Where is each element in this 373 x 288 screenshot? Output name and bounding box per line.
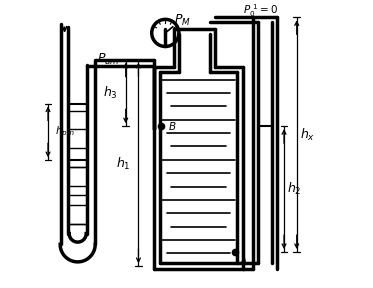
Text: $h_x$: $h_x$ bbox=[300, 127, 315, 143]
Text: $P_{am}$: $P_{am}$ bbox=[97, 52, 120, 67]
Text: $P_M$: $P_M$ bbox=[174, 13, 191, 28]
Text: $B$: $B$ bbox=[168, 120, 176, 132]
Text: $h_{pm}$: $h_{pm}$ bbox=[55, 125, 75, 139]
Text: $P_0^{\ 1}=0$: $P_0^{\ 1}=0$ bbox=[243, 2, 278, 19]
Text: $A$: $A$ bbox=[239, 255, 248, 267]
Text: $h_2$: $h_2$ bbox=[288, 181, 302, 197]
Text: $h_3$: $h_3$ bbox=[103, 85, 117, 101]
Text: $h_1$: $h_1$ bbox=[116, 156, 130, 173]
